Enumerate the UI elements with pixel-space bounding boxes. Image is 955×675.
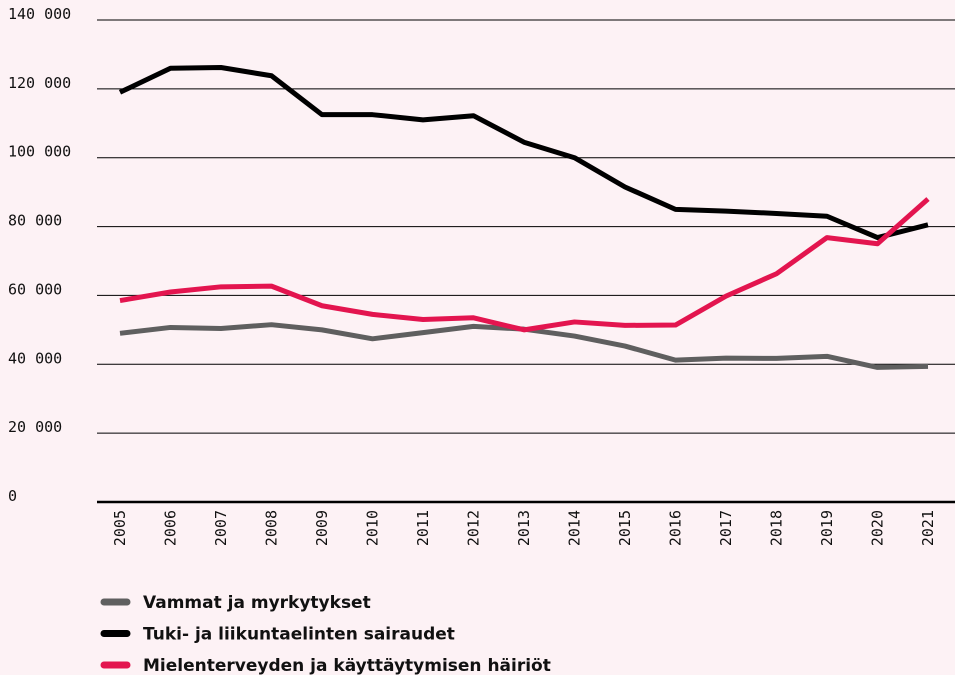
x-tick-label: 2020: [869, 510, 887, 546]
x-tick-label: 2007: [212, 510, 230, 546]
x-tick-label: 2009: [313, 510, 331, 546]
legend-label: Tuki- ja liikuntaelinten sairaudet: [143, 625, 455, 645]
x-tick-label: 2011: [414, 510, 432, 546]
x-tick-label: 2005: [111, 510, 129, 546]
x-tick-label: 2015: [616, 510, 634, 546]
x-tick-label: 2006: [162, 510, 180, 546]
x-tick-label: 2014: [566, 510, 584, 546]
y-tick-label: 140 000: [8, 5, 71, 23]
x-tick-label: 2012: [465, 510, 483, 546]
x-tick-label: 2016: [667, 510, 685, 546]
y-tick-label: 120 000: [8, 74, 71, 92]
x-tick-label: 2008: [263, 510, 281, 546]
y-tick-label: 100 000: [8, 143, 71, 161]
y-tick-label: 40 000: [8, 349, 62, 367]
x-tick-label: 2018: [768, 510, 786, 546]
y-tick-label: 80 000: [8, 212, 62, 230]
y-tick-label: 0: [8, 487, 17, 505]
series-line: [119, 197, 930, 333]
y-tick-label: 60 000: [8, 280, 62, 298]
x-tick-label: 2021: [919, 510, 937, 546]
x-tick-label: 2017: [717, 510, 735, 546]
series-line: [118, 65, 929, 241]
legend-label: Vammat ja myrkytykset: [143, 593, 371, 613]
x-tick-label: 2019: [818, 510, 836, 546]
x-tick-label: 2010: [364, 510, 382, 546]
x-tick-label: 2013: [515, 510, 533, 546]
y-tick-label: 20 000: [8, 418, 62, 436]
legend-label: Mielenterveyden ja käyttäytymisen häiriö…: [143, 656, 551, 675]
